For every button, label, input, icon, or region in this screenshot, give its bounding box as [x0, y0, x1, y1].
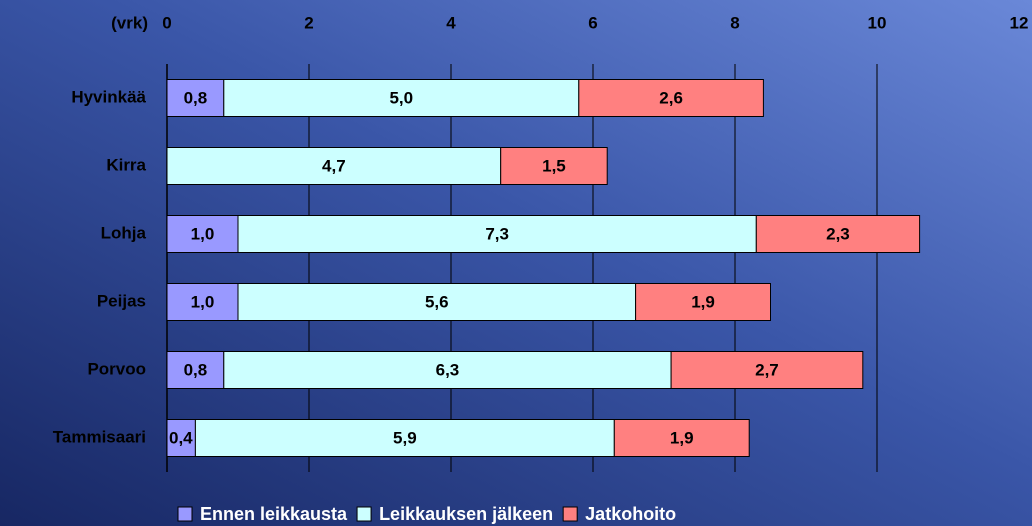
value-label: 7,3	[485, 224, 509, 243]
value-label: 1,5	[542, 156, 566, 175]
value-label: 0,4	[169, 428, 193, 447]
bar-segment	[237, 283, 637, 321]
value-label: 1,0	[191, 224, 215, 243]
bar-segment	[194, 419, 615, 457]
legend-label: Ennen leikkausta	[200, 504, 348, 524]
x-tick-label: 8	[730, 13, 739, 32]
value-label: 0,8	[184, 360, 208, 379]
y-tick-label: Tammisaari	[53, 427, 146, 446]
y-tick-label: Kirra	[106, 155, 146, 174]
y-tick-label: Peijas	[97, 291, 146, 310]
value-label: 2,7	[755, 360, 779, 379]
bar-segment	[223, 79, 580, 117]
value-label: 4,7	[322, 156, 346, 175]
value-label: 6,3	[436, 360, 460, 379]
value-label: 0,8	[184, 88, 208, 107]
x-tick-label: 2	[304, 13, 313, 32]
bar-segment	[500, 147, 608, 185]
bar-segment	[578, 79, 764, 117]
x-tick-label: 6	[588, 13, 597, 32]
bar-segment	[223, 351, 672, 389]
bar-segment	[755, 215, 921, 253]
value-label: 1,0	[191, 292, 215, 311]
value-label: 1,9	[670, 428, 694, 447]
bar-segment	[670, 351, 864, 389]
bar-segment	[635, 283, 771, 321]
bar-segment	[237, 215, 757, 253]
axis-label: (vrk)	[111, 13, 148, 32]
y-tick-label: Lohja	[101, 223, 147, 242]
bar-segment	[166, 283, 239, 321]
legend-swatch	[356, 506, 372, 522]
legend-label: Leikkauksen jälkeen	[379, 504, 553, 524]
bar-segment	[166, 351, 225, 389]
value-label: 5,0	[389, 88, 413, 107]
legend-label: Jatkohoito	[585, 504, 676, 524]
x-tick-label: 4	[446, 13, 456, 32]
bar-segment	[166, 419, 196, 457]
legend-swatch	[562, 506, 578, 522]
value-label: 5,6	[425, 292, 449, 311]
y-tick-label: Porvoo	[87, 359, 146, 378]
bar-segment	[166, 215, 239, 253]
value-label: 1,9	[691, 292, 715, 311]
value-label: 5,9	[393, 428, 417, 447]
value-label: 2,3	[826, 224, 850, 243]
value-label: 2,6	[659, 88, 683, 107]
legend-swatch	[177, 506, 193, 522]
bar-segment	[166, 147, 502, 185]
bar-segment	[613, 419, 750, 457]
x-tick-label: 12	[1010, 13, 1029, 32]
x-tick-label: 0	[162, 13, 171, 32]
x-tick-label: 10	[868, 13, 887, 32]
y-tick-label: Hyvinkää	[71, 87, 146, 106]
